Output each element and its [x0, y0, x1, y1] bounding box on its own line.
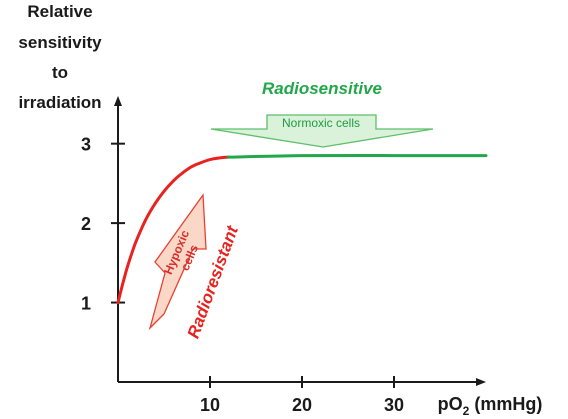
- x-tick-label-2: 30: [384, 395, 404, 415]
- x-axis-label: pO2 (mmHg): [438, 394, 543, 418]
- x-axis-arrowhead: [476, 378, 486, 386]
- y-tick-label-2: 3: [81, 135, 91, 155]
- hypoxic-arrow: [148, 193, 207, 331]
- hypoxic-curve: [116, 155, 230, 305]
- x-tick-label-0: 10: [200, 395, 220, 415]
- y-axis-label-line-1: Relative: [27, 2, 92, 21]
- y-tick-label-1: 2: [81, 214, 91, 234]
- y-axis-arrowhead: [114, 96, 122, 106]
- axis-ticks: 10 20 30 1 2 3: [81, 135, 404, 415]
- normoxic-cells-label: Normoxic cells: [282, 116, 360, 130]
- y-axis-label-line-3: to: [52, 63, 68, 82]
- normoxic-curve: [226, 153, 488, 159]
- radiosensitive-label: Radiosensitive: [262, 79, 382, 98]
- x-tick-label-1: 20: [292, 395, 312, 415]
- y-axis-label-line-4: irradiation: [18, 93, 101, 112]
- y-tick-label-0: 1: [81, 294, 91, 314]
- normoxic-arrow: [210, 114, 434, 148]
- y-axis-label-line-2: sensitivity: [18, 33, 102, 52]
